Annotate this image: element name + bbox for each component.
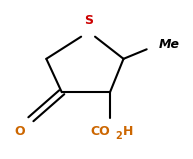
Text: S: S [84, 14, 93, 27]
Text: H: H [123, 125, 133, 138]
Text: O: O [14, 125, 25, 138]
Text: Me: Me [158, 38, 179, 51]
Text: CO: CO [91, 125, 110, 138]
Text: 2: 2 [115, 131, 122, 141]
